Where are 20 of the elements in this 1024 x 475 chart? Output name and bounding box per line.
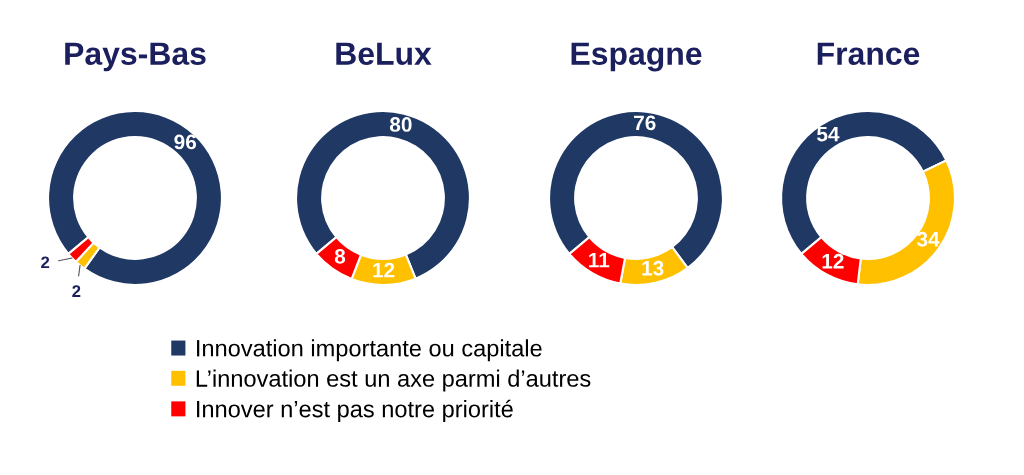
data-label: 12	[373, 262, 395, 278]
data-label: 80	[389, 117, 412, 132]
data-label: 34	[916, 231, 940, 247]
data-label: 11	[589, 252, 610, 268]
legend-label: L’innovation est un axe parmi d’autres	[196, 369, 591, 392]
donut-slice	[47, 110, 223, 286]
data-label: 2	[72, 285, 81, 297]
data-label: 13	[642, 260, 664, 276]
chart-title: France	[817, 42, 920, 65]
data-label: 2	[41, 256, 50, 269]
data-label: 54	[817, 126, 840, 142]
data-label: 8	[334, 248, 346, 264]
data-label: 12	[822, 253, 844, 269]
chart-title: Pays-Bas	[65, 42, 206, 72]
chart-title: BeLux	[336, 42, 432, 65]
chart-title: Espagne	[571, 42, 702, 72]
data-label: 96	[174, 134, 197, 150]
data-label: 76	[634, 115, 656, 131]
legend-label: Innover n’est pas notre priorité	[197, 399, 513, 423]
legend-label: Innovation importante ou capitale	[197, 339, 542, 362]
